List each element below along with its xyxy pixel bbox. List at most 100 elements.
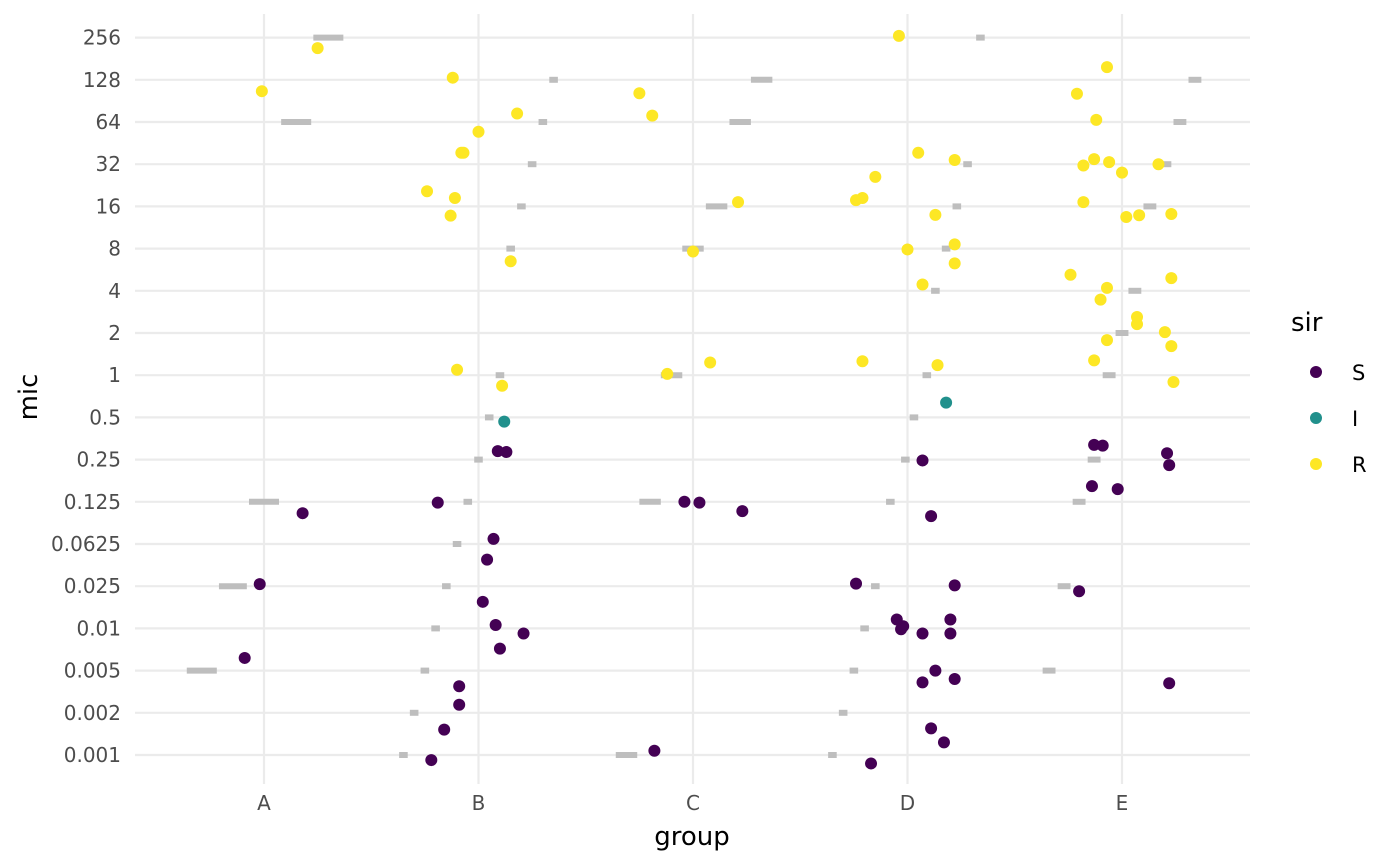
data-point-S xyxy=(487,532,500,545)
data-point-S xyxy=(925,722,938,735)
y-tick-label: 2 xyxy=(108,321,121,345)
data-point-R xyxy=(1116,166,1128,179)
data-point-S xyxy=(678,495,691,508)
data-point-S xyxy=(253,578,266,591)
y-tick-label: 0.01 xyxy=(76,616,121,640)
x-tick-label: A xyxy=(257,791,271,815)
data-point-I xyxy=(498,415,511,428)
x-tick-label: B xyxy=(472,791,486,815)
data-point-R xyxy=(1165,340,1178,353)
data-point-R xyxy=(1152,158,1165,171)
y-tick-label: 64 xyxy=(96,110,121,134)
data-point-R xyxy=(444,209,457,222)
data-point-R xyxy=(929,208,942,221)
y-tick-label: 0.025 xyxy=(64,574,121,598)
data-point-S xyxy=(431,496,444,509)
data-point-S xyxy=(736,505,749,518)
data-point-S xyxy=(929,664,942,677)
data-point-R xyxy=(901,243,914,256)
data-point-S xyxy=(944,613,957,626)
data-point-S xyxy=(648,744,661,757)
y-tick-label: 1 xyxy=(108,363,121,387)
data-point-R xyxy=(948,153,961,166)
reference-segments xyxy=(186,34,1202,758)
data-point-R xyxy=(472,125,485,138)
x-tick-label: E xyxy=(1116,791,1129,815)
data-point-R xyxy=(1100,334,1113,347)
data-point-R xyxy=(1167,375,1180,388)
data-point-R xyxy=(446,71,459,84)
data-point-R xyxy=(1077,196,1090,209)
data-point-S xyxy=(944,627,957,640)
data-point-S xyxy=(937,736,950,749)
data-point-S xyxy=(1073,585,1086,598)
data-point-S xyxy=(481,553,494,566)
legend-key-S xyxy=(1310,366,1322,378)
data-point-S xyxy=(476,595,489,608)
data-point-S xyxy=(438,723,451,736)
data-point-R xyxy=(916,278,929,291)
data-point-R xyxy=(511,107,524,120)
data-point-S xyxy=(1096,439,1109,452)
data-point-R xyxy=(704,356,717,369)
y-tick-labels: 0.001 0.002 0.005 0.01 0.025 0.0625 0.125 0.25 0… xyxy=(51,26,121,767)
x-tick-label: D xyxy=(900,791,915,815)
data-point-S xyxy=(1163,459,1176,472)
legend-label-R: R xyxy=(1352,453,1367,477)
data-point-R xyxy=(931,359,944,372)
data-point-S xyxy=(865,757,878,770)
data-point-R xyxy=(457,146,470,159)
data-point-R xyxy=(1165,272,1178,285)
data-point-S xyxy=(693,496,706,509)
grid-lines xyxy=(135,14,1250,784)
y-tick-label: 16 xyxy=(96,194,121,218)
legend-label-S: S xyxy=(1352,361,1365,385)
y-tick-label: 0.001 xyxy=(64,743,121,767)
x-axis-title: group xyxy=(654,822,730,852)
data-point-S xyxy=(948,579,961,592)
data-point-S xyxy=(1161,447,1174,460)
data-point-R xyxy=(856,191,869,204)
data-point-R xyxy=(661,367,674,380)
data-point-S xyxy=(493,642,506,655)
data-point-R xyxy=(1158,326,1171,339)
y-tick-label: 4 xyxy=(108,279,121,303)
data-point-R xyxy=(646,109,659,122)
data-point-R xyxy=(451,363,464,376)
y-tick-label: 8 xyxy=(108,237,121,261)
data-point-R xyxy=(732,196,745,209)
data-point-S xyxy=(453,680,466,693)
data-point-S xyxy=(916,627,929,640)
data-point-R xyxy=(255,85,268,98)
legend-key-I xyxy=(1310,412,1322,424)
data-point-R xyxy=(448,191,461,204)
data-point-R xyxy=(496,379,509,392)
data-point-R xyxy=(948,257,961,270)
y-tick-label: 0.25 xyxy=(76,448,121,472)
x-tick-label: C xyxy=(686,791,700,815)
data-point-R xyxy=(1064,268,1077,281)
data-point-S xyxy=(425,754,438,767)
data-point-R xyxy=(856,355,869,368)
data-point-I xyxy=(940,396,953,409)
data-point-R xyxy=(421,185,434,198)
y-tick-label: 0.002 xyxy=(64,701,121,725)
data-point-R xyxy=(633,87,646,100)
data-point-R xyxy=(892,29,905,42)
data-point-S xyxy=(453,698,466,711)
data-point-R xyxy=(1077,159,1090,172)
y-tick-label: 32 xyxy=(96,152,121,176)
data-point-R xyxy=(1088,354,1101,367)
data-point-R xyxy=(1070,87,1083,100)
y-tick-label: 256 xyxy=(83,26,121,50)
data-point-S xyxy=(238,651,251,664)
y-tick-label: 0.005 xyxy=(64,659,121,683)
y-tick-label: 0.0625 xyxy=(51,532,121,556)
data-point-R xyxy=(1131,310,1144,323)
legend-key-R xyxy=(1310,458,1322,470)
legend-label-I: I xyxy=(1352,407,1358,431)
y-axis-title: mic xyxy=(14,374,44,421)
y-tick-label: 0.5 xyxy=(89,405,121,429)
data-point-S xyxy=(916,454,929,467)
data-point-S xyxy=(489,619,502,632)
